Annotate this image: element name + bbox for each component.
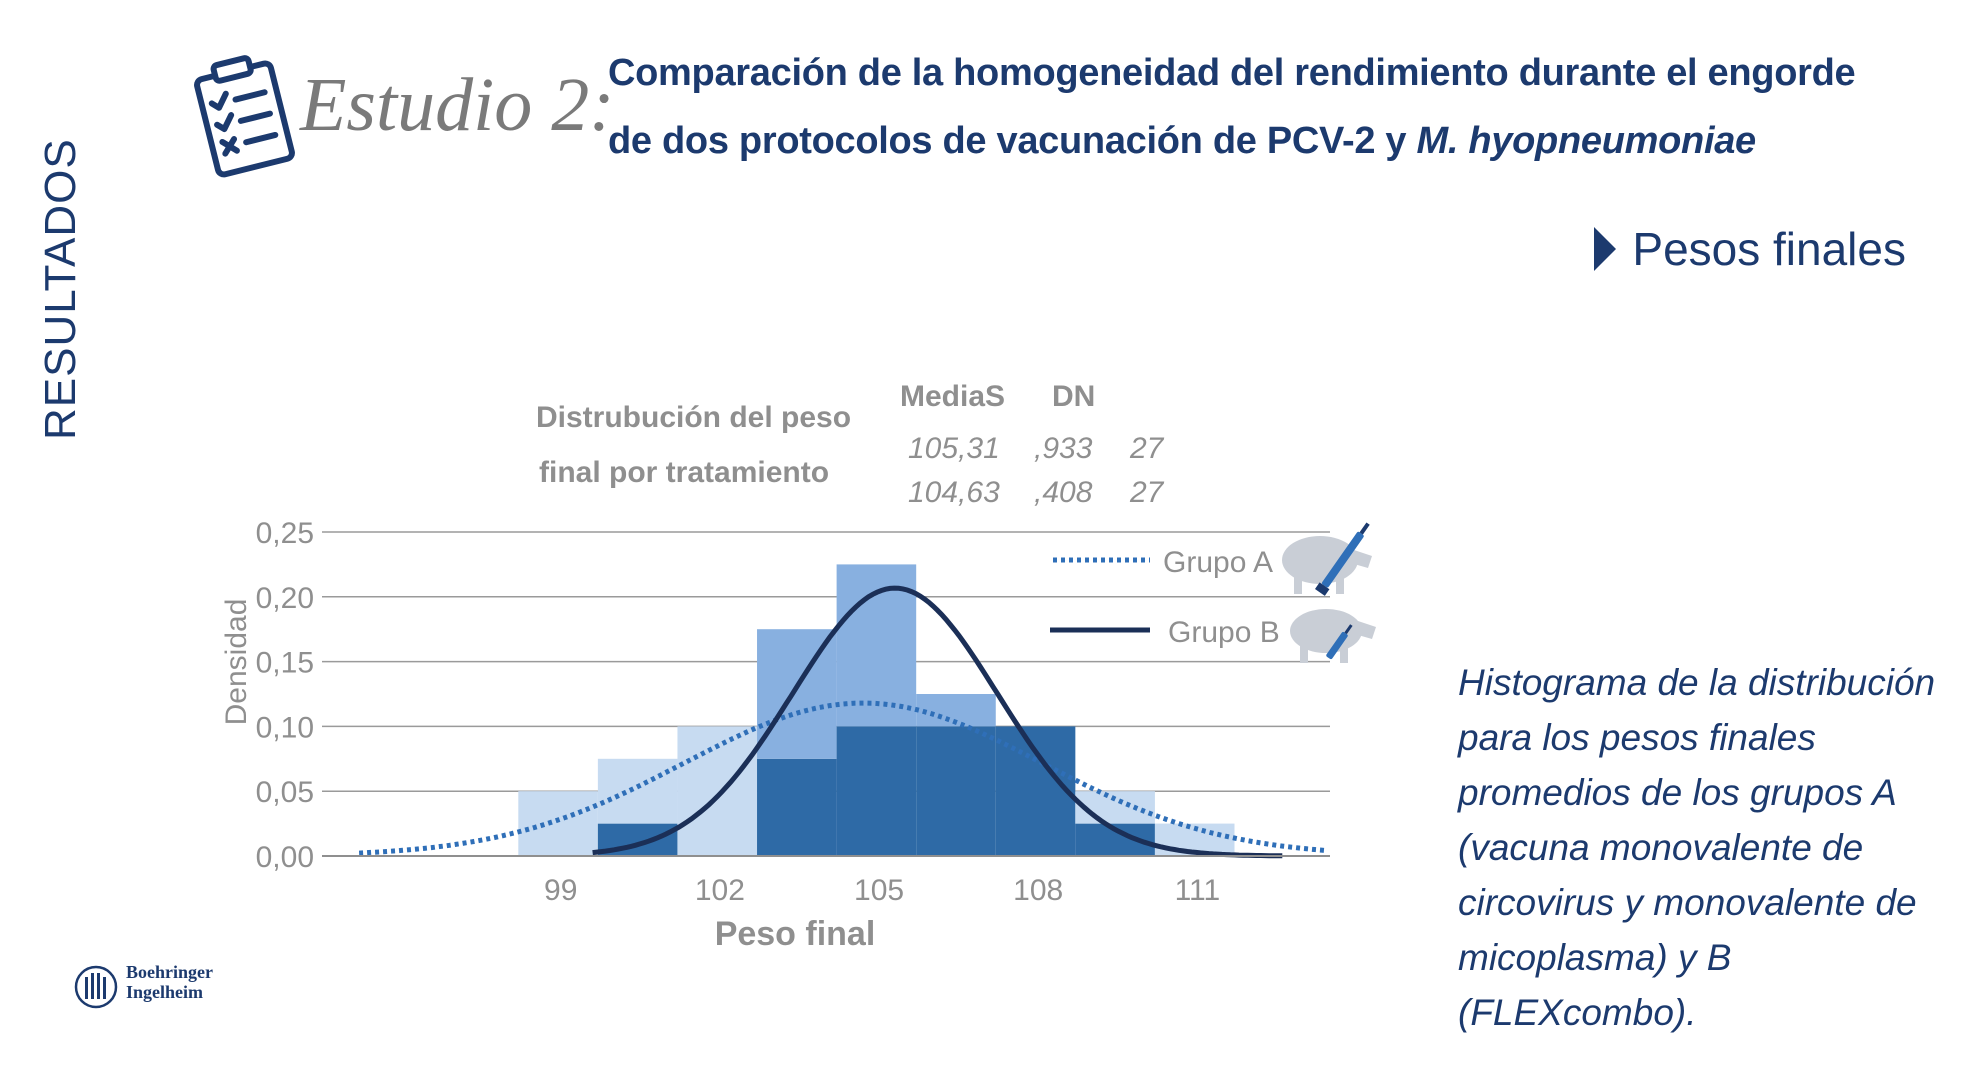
company-logo-text: Boehringer Ingelheim bbox=[126, 962, 213, 1002]
stats-title-line-1: Distrubución del peso bbox=[536, 401, 851, 434]
triangle-bullet-icon bbox=[1594, 227, 1617, 271]
x-tick-label: 99 bbox=[544, 874, 577, 907]
pig-syringe-icon bbox=[1290, 609, 1376, 663]
histogram-bar-overlap bbox=[757, 758, 837, 856]
density-curve-grupo-b bbox=[592, 585, 1283, 859]
legend-label-grupo-a: Grupo A bbox=[1163, 546, 1273, 579]
x-tick-labels: 99 102 105 108 111 bbox=[544, 874, 1220, 907]
stats-title-line-2: final por tratamiento bbox=[539, 456, 829, 489]
y-tick-label: 0,10 bbox=[256, 711, 314, 744]
histogram-bar-overlap bbox=[836, 726, 917, 856]
histogram-bars bbox=[518, 564, 1235, 856]
stats-a-mean: 105,31 bbox=[908, 432, 1000, 465]
y-tick-label: 0,05 bbox=[256, 776, 314, 809]
page-title-line-2: de dos protocolos de vacunación de PCV-2… bbox=[608, 120, 1756, 163]
x-tick-label: 105 bbox=[854, 874, 904, 907]
y-tick-label: 0,20 bbox=[256, 582, 314, 615]
legend-label-grupo-b: Grupo B bbox=[1168, 616, 1280, 649]
logo-line-1: Boehringer bbox=[126, 962, 213, 982]
stats-a-n: 27 bbox=[1129, 432, 1165, 465]
stats-b-sd: ,408 bbox=[1034, 476, 1093, 509]
stats-b-mean: 104,63 bbox=[908, 476, 1000, 509]
density-curves bbox=[358, 585, 1325, 859]
stats-a-sd: ,933 bbox=[1034, 432, 1093, 465]
stats-b-n: 27 bbox=[1129, 476, 1165, 509]
subsection-label: Pesos finales bbox=[1632, 223, 1906, 275]
histogram-bar-overlap bbox=[916, 726, 996, 856]
title-plain: de dos protocolos de vacunación de PCV-2… bbox=[608, 120, 1417, 162]
x-tick-label: 102 bbox=[695, 874, 745, 907]
page-title-line-1: Comparación de la homogeneidad del rendi… bbox=[608, 52, 1856, 94]
clipboard-checklist-icon bbox=[194, 55, 295, 178]
histogram-bar-grupo-b bbox=[757, 629, 837, 759]
boehringer-logo-icon bbox=[74, 965, 118, 1009]
title-italic: M. hyopneumoniae bbox=[1416, 120, 1757, 162]
y-axis-label: Densidad bbox=[220, 599, 253, 726]
stats-header-mean: MediaS bbox=[900, 380, 1005, 413]
subsection-heading: Pesos finales bbox=[1594, 222, 1906, 276]
y-tick-label: 0,25 bbox=[256, 517, 314, 550]
x-tick-label: 111 bbox=[1175, 874, 1221, 907]
histogram-bar-grupo-a bbox=[518, 791, 598, 856]
y-tick-label: 0,15 bbox=[256, 647, 314, 680]
legend: Grupo A Grupo B bbox=[1050, 522, 1376, 663]
chart-caption: Histograma de la distribución para los p… bbox=[1458, 662, 1936, 1033]
y-tick-labels: 0,00 0,05 0,10 0,15 0,20 0,25 bbox=[256, 517, 314, 874]
study-label: Estudio 2: bbox=[300, 63, 615, 147]
density-curve-grupo-a bbox=[358, 700, 1325, 856]
stats-header-sd: DN bbox=[1052, 380, 1095, 413]
x-tick-label: 108 bbox=[1013, 874, 1063, 907]
histogram-bar-grupo-a bbox=[597, 758, 678, 824]
logo-line-2: Ingelheim bbox=[126, 982, 204, 1002]
y-tick-label: 0,00 bbox=[256, 841, 314, 874]
x-axis-label: Peso final bbox=[715, 915, 876, 953]
pig-syringe-icon bbox=[1282, 522, 1372, 596]
